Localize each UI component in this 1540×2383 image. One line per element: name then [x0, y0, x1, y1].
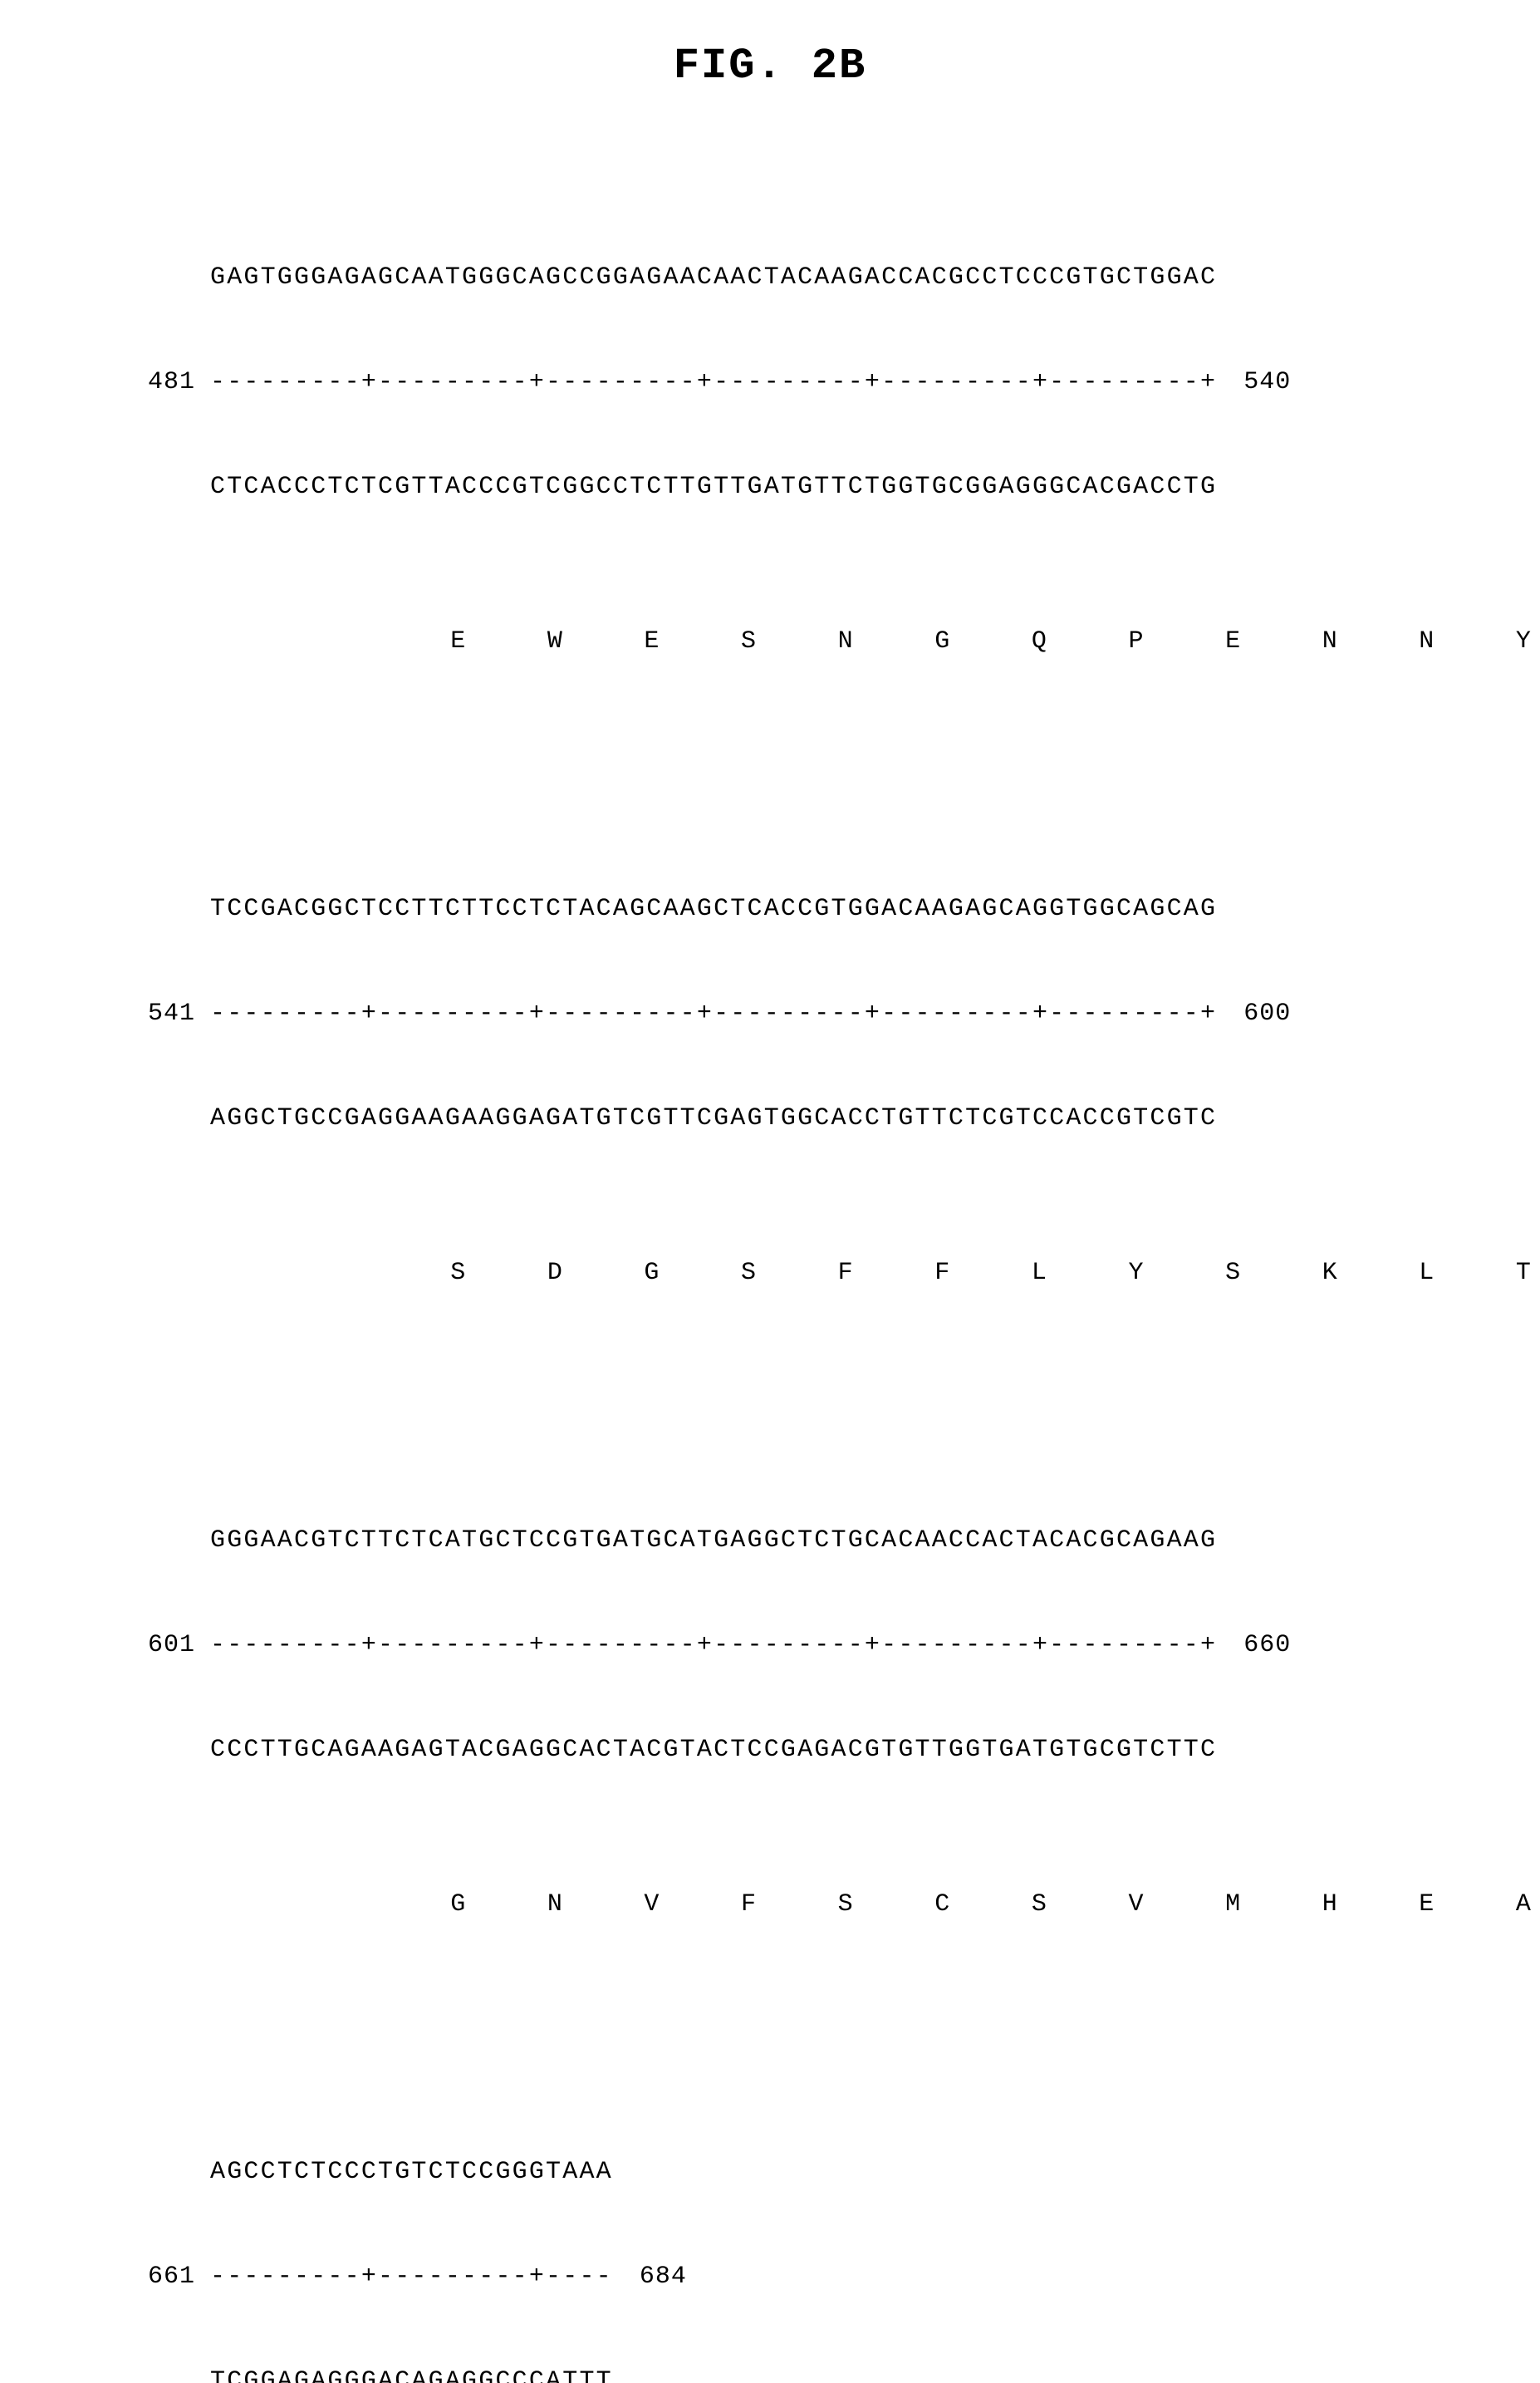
top-strand: GGGAACGTCTTCTCATGCTCCGTGATGCATGAGGCTCTGC…	[210, 1523, 1217, 1558]
ruler: ---------+---------+---------+---------+…	[210, 996, 1217, 1031]
start-position: 661	[108, 2259, 210, 2294]
figure-title: FIG. 2B	[0, 42, 1540, 91]
bottom-strand: CCCTTGCAGAAGAGTACGAGGCACTACGTACTCCGAGACG…	[210, 1732, 1217, 1767]
bottom-strand: CTCACCCTCTCGTTACCCGTCGGCCTCTTGTTGATGTTCT…	[210, 469, 1217, 504]
ruler: ---------+---------+---------+---------+…	[210, 1628, 1217, 1663]
top-strand: TCCGACGGCTCCTTCTTCCTCTACAGCAAGCTCACCGTGG…	[210, 892, 1217, 926]
end-position: 684	[613, 2259, 687, 2294]
amino-acid-row: S D G S F F L Y S K L T V D K S R W Q Q	[450, 1259, 1540, 1287]
top-strand: GAGTGGGAGAGCAATGGGCAGCCGGAGAACAACTACAAGA…	[210, 260, 1217, 295]
bottom-strand: TCGGAGAGGGACAGAGGCCCATTT	[210, 2364, 613, 2383]
sequence-block: TCCGACGGCTCCTTCTTCCTCTACAGCAAGCTCACCGTGG…	[108, 822, 1540, 1395]
end-position: 660	[1217, 1628, 1291, 1663]
amino-acid-row: G N V F S C S V M H E A L H N H Y T Q K	[450, 1890, 1540, 1919]
start-position: 481	[108, 365, 210, 400]
sequence-block: GAGTGGGAGAGCAATGGGCAGCCGGAGAACAACTACAAGA…	[108, 190, 1540, 764]
top-strand: AGCCTCTCCCTGTCTCCGGGTAAA	[210, 2155, 613, 2189]
sequence-blocks: GAGTGGGAGAGCAATGGGCAGCCGGAGAACAACTACAAGA…	[108, 190, 1540, 2383]
start-position: 601	[108, 1628, 210, 1663]
sequence-block: AGCCTCTCCCTGTCTCCGGGTAAA 661 ---------+-…	[108, 2085, 1540, 2383]
amino-acid-row: E W E S N G Q P E N N Y K T T P P V L D	[450, 627, 1540, 656]
bottom-strand: AGGCTGCCGAGGAAGAAGGAGATGTCGTTCGAGTGGCACC…	[210, 1101, 1217, 1136]
ruler: ---------+---------+---------+---------+…	[210, 365, 1217, 400]
ruler: ---------+---------+----	[210, 2259, 613, 2294]
sequence-block: GGGAACGTCTTCTCATGCTCCGTGATGCATGAGGCTCTGC…	[108, 1453, 1540, 2027]
start-position: 541	[108, 996, 210, 1031]
end-position: 600	[1217, 996, 1291, 1031]
end-position: 540	[1217, 365, 1291, 400]
